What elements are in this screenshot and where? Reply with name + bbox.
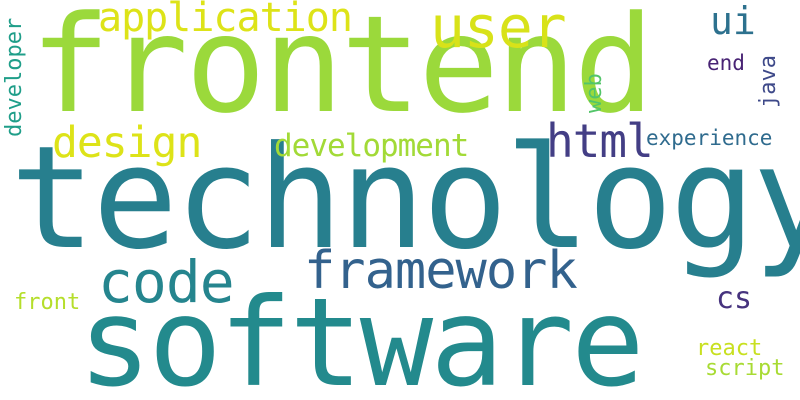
word-react: react <box>696 336 763 361</box>
word-code: code <box>98 248 235 316</box>
word-html: html <box>546 114 654 168</box>
word-experience: experience <box>646 126 773 150</box>
word-software: software <box>78 272 645 400</box>
word-user: user <box>430 0 567 61</box>
word-end: end <box>707 51 745 75</box>
word-web: web <box>582 73 607 113</box>
word-application: application <box>98 0 353 41</box>
word-java: java <box>756 55 781 108</box>
word-development: development <box>274 128 469 164</box>
word-front: front <box>14 290 81 315</box>
word-cs: cs <box>716 281 753 316</box>
word-technology: technology <box>10 116 800 281</box>
word-developer: developer <box>2 17 27 137</box>
word-ui: ui <box>710 0 756 43</box>
word-script: script <box>705 356 785 381</box>
word-frontend: frontend <box>30 0 654 143</box>
word-design: design <box>52 118 202 168</box>
word-framework: framework <box>304 241 578 301</box>
